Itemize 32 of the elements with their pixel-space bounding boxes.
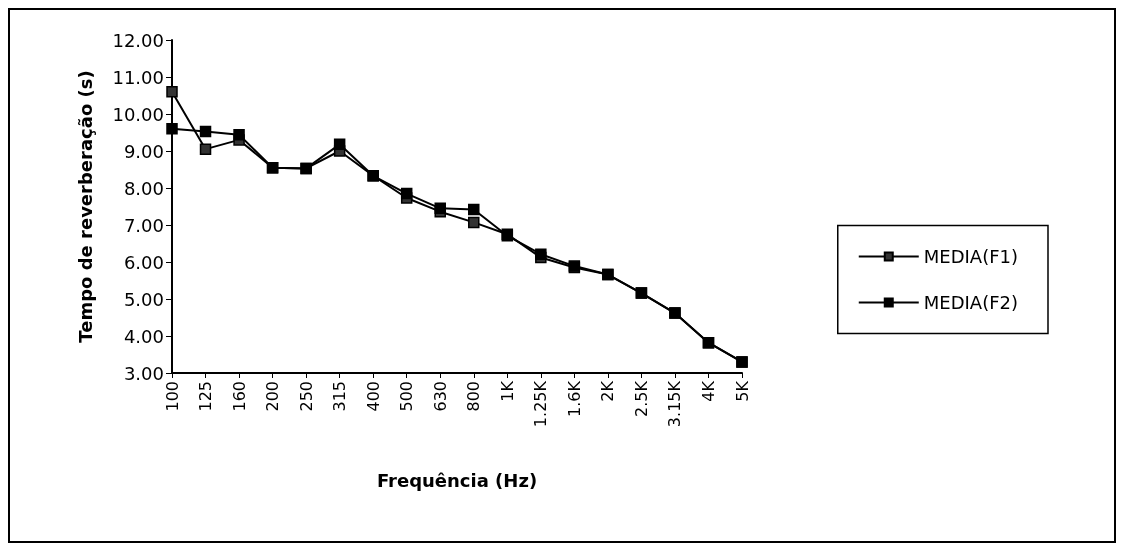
y-tick-label: 12.00 bbox=[112, 29, 164, 51]
x-tick-label: 1.6K bbox=[564, 380, 584, 417]
x-tick-label: 100 bbox=[162, 381, 182, 412]
y-tick-label: 8.00 bbox=[123, 177, 164, 199]
x-tick-label: 125 bbox=[196, 381, 216, 412]
x-axis-title: Frequência (Hz) bbox=[376, 469, 538, 491]
x-tick-label: 5K bbox=[732, 380, 752, 402]
legend-label: MEDIA(F2) bbox=[923, 292, 1019, 313]
y-tick-label: 5.00 bbox=[123, 288, 164, 310]
x-tick-label: 250 bbox=[296, 381, 316, 412]
y-tick-label: 4.00 bbox=[123, 325, 164, 347]
x-tick-label: 1.25K bbox=[531, 380, 551, 428]
y-tick-label: 10.00 bbox=[112, 103, 164, 125]
y-tick-label: 6.00 bbox=[123, 251, 164, 273]
x-tick-label: 4K bbox=[698, 380, 718, 402]
y-tick-label: 11.00 bbox=[112, 66, 164, 88]
x-tick-label: 500 bbox=[397, 381, 417, 412]
x-tick-label: 2.5K bbox=[631, 380, 651, 417]
x-tick-label: 400 bbox=[363, 381, 383, 412]
y-tick-label: 9.00 bbox=[123, 140, 164, 162]
x-tick-label: 160 bbox=[229, 381, 249, 412]
x-tick-label: 800 bbox=[464, 381, 484, 412]
x-tick-label: 630 bbox=[430, 381, 450, 412]
x-tick-label: 3.15K bbox=[665, 380, 685, 428]
x-tick-label: 2K bbox=[598, 380, 618, 402]
x-tick-label: 200 bbox=[263, 381, 283, 412]
legend-label: MEDIA(F1) bbox=[923, 246, 1019, 267]
y-axis-title: Tempo de reverberação (s) bbox=[74, 70, 96, 343]
x-tick-label: 1K bbox=[497, 380, 517, 402]
x-tick-label: 315 bbox=[330, 381, 350, 412]
y-tick-label: 7.00 bbox=[123, 214, 164, 236]
y-tick-label: 3.00 bbox=[123, 362, 164, 384]
